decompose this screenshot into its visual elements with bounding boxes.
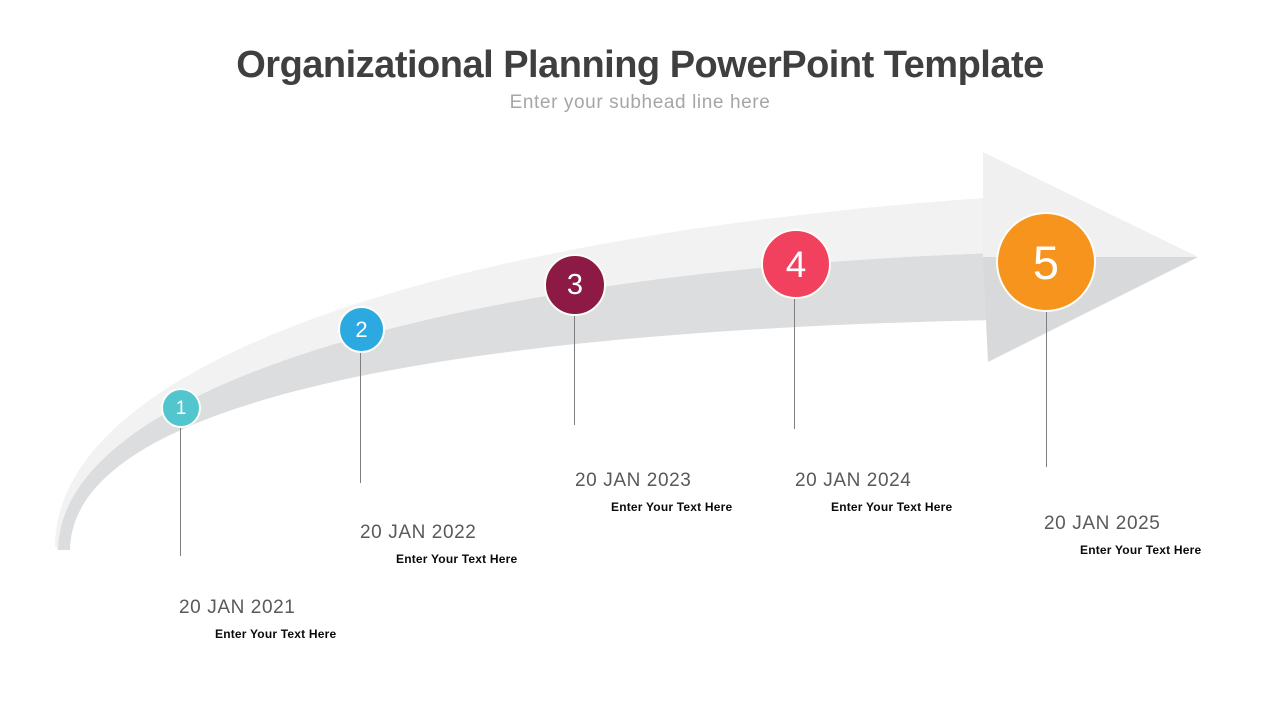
milestone-4-text-placeholder[interactable]: Enter Your Text Here xyxy=(831,500,953,514)
milestone-3-badge[interactable]: 3 xyxy=(544,254,606,316)
milestone-2-text-placeholder[interactable]: Enter Your Text Here xyxy=(396,552,518,566)
connector-line-5 xyxy=(1046,312,1047,467)
slide-title[interactable]: Organizational Planning PowerPoint Templ… xyxy=(236,44,1044,86)
milestone-4-date[interactable]: 20 JAN 2024 xyxy=(795,470,912,491)
milestone-3-date[interactable]: 20 JAN 2023 xyxy=(575,470,692,491)
connector-line-2 xyxy=(360,352,361,483)
milestone-2-badge[interactable]: 2 xyxy=(338,306,385,353)
milestone-1-date[interactable]: 20 JAN 2021 xyxy=(179,597,296,618)
connector-line-3 xyxy=(574,316,575,425)
slide-subtitle-placeholder[interactable]: Enter your subhead line here xyxy=(509,92,771,113)
milestone-5-badge[interactable]: 5 xyxy=(996,212,1096,312)
milestone-2-date[interactable]: 20 JAN 2022 xyxy=(360,522,477,543)
milestone-3-text-placeholder[interactable]: Enter Your Text Here xyxy=(611,500,733,514)
milestone-1-badge[interactable]: 1 xyxy=(161,388,201,428)
milestone-1-text-placeholder[interactable]: Enter Your Text Here xyxy=(215,627,337,641)
connector-line-1 xyxy=(180,428,181,556)
milestone-5-date[interactable]: 20 JAN 2025 xyxy=(1044,513,1161,534)
milestone-4-badge[interactable]: 4 xyxy=(761,229,831,299)
milestone-4-label: 20 JAN 2024 Enter Your Text Here xyxy=(795,470,952,514)
milestone-3-label: 20 JAN 2023 Enter Your Text Here xyxy=(575,470,732,514)
connector-line-4 xyxy=(794,299,795,429)
milestone-2-label: 20 JAN 2022 Enter Your Text Here xyxy=(360,522,517,566)
milestone-5-text-placeholder[interactable]: Enter Your Text Here xyxy=(1080,543,1202,557)
milestone-1-label: 20 JAN 2021 Enter Your Text Here xyxy=(179,597,336,641)
milestone-5-label: 20 JAN 2025 Enter Your Text Here xyxy=(1044,513,1201,557)
